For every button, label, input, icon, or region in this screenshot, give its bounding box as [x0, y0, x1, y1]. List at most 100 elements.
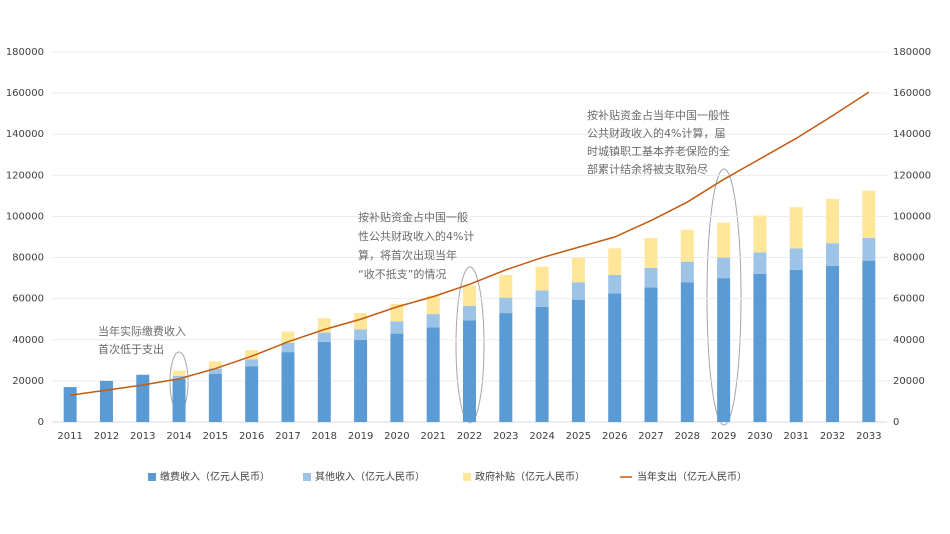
bar — [354, 313, 368, 330]
annotation: 性公共财政收入的4%计 — [358, 229, 474, 243]
bar — [535, 290, 549, 307]
y-tick-label: 60000 — [12, 294, 44, 305]
x-tick-label: 2026 — [602, 431, 627, 442]
x-tick-label: 2020 — [384, 431, 409, 442]
y2-tick-label: 100000 — [893, 211, 931, 222]
bar — [354, 339, 368, 422]
y2-tick-label: 160000 — [893, 88, 931, 99]
y-tick-label: 80000 — [12, 253, 44, 264]
y-tick-label: 160000 — [6, 88, 44, 99]
legend-swatch — [148, 473, 156, 481]
annotation: 按补贴资金占中国一般 — [358, 210, 468, 224]
bar — [717, 278, 731, 422]
bar — [753, 252, 767, 274]
x-tick-label: 2022 — [457, 431, 482, 442]
y2-tick-label: 0 — [893, 417, 899, 428]
bar — [535, 266, 549, 291]
bar — [644, 238, 658, 268]
x-tick-label: 2032 — [820, 431, 845, 442]
bar — [826, 243, 840, 266]
bar — [281, 331, 295, 343]
x-tick-label: 2019 — [348, 431, 373, 442]
bar — [571, 257, 585, 283]
x-tick-label: 2011 — [57, 431, 82, 442]
x-tick-label: 2024 — [529, 431, 554, 442]
y-tick-label: 40000 — [12, 335, 44, 346]
x-tick-label: 2013 — [130, 431, 155, 442]
bar — [789, 248, 803, 270]
bar — [317, 332, 331, 342]
y-tick-label: 120000 — [6, 170, 44, 181]
bar — [426, 314, 440, 328]
annotation: 当年实际缴费收入 — [98, 324, 186, 338]
bar — [208, 361, 222, 369]
annotation: 时城镇职工基本养老保险的全 — [587, 144, 730, 158]
annotation: 算，将首次出现当年 — [358, 248, 457, 262]
annotation: 公共财政收入的4%计算，届 — [587, 126, 725, 140]
y-tick-label: 140000 — [6, 129, 44, 140]
bar — [535, 306, 549, 422]
bar — [862, 190, 876, 239]
x-tick-label: 2018 — [312, 431, 337, 442]
bar — [717, 222, 731, 258]
bar — [608, 275, 622, 294]
bar — [571, 299, 585, 422]
bar — [172, 378, 186, 422]
bar — [826, 265, 840, 422]
bar — [644, 287, 658, 422]
x-tick-label: 2028 — [675, 431, 700, 442]
bar — [608, 248, 622, 276]
x-tick-label: 2016 — [239, 431, 264, 442]
legend-label: 缴费收入（亿元人民币） — [160, 470, 270, 483]
highlight-ellipse — [455, 266, 485, 424]
y2-tick-label: 140000 — [893, 129, 931, 140]
annotation: “收不抵支”的情况 — [358, 267, 446, 281]
bar — [245, 366, 259, 422]
y-tick-label: 180000 — [6, 47, 44, 58]
highlight-ellipse — [706, 168, 742, 426]
legend-swatch — [303, 473, 311, 481]
y-tick-label: 0 — [38, 417, 44, 428]
bar — [463, 320, 476, 422]
legend-label: 当年支出（亿元人民币） — [637, 470, 747, 483]
bar — [499, 275, 513, 298]
bar — [499, 297, 513, 314]
bar — [390, 321, 404, 334]
bar — [208, 373, 222, 422]
bar — [571, 282, 585, 300]
x-tick-label: 2029 — [711, 431, 736, 442]
y2-tick-label: 80000 — [893, 253, 925, 264]
bar — [281, 342, 295, 353]
legend-label: 政府补贴（亿元人民币） — [475, 470, 585, 483]
bar — [136, 374, 150, 422]
y2-tick-label: 180000 — [893, 47, 931, 58]
x-tick-label: 2033 — [856, 431, 881, 442]
y-tick-label: 20000 — [12, 376, 44, 387]
bar — [390, 333, 404, 422]
x-tick-label: 2023 — [493, 431, 518, 442]
bar — [354, 329, 368, 340]
bar — [499, 313, 513, 422]
x-tick-label: 2014 — [166, 431, 191, 442]
x-tick-label: 2025 — [566, 431, 591, 442]
bar — [862, 260, 876, 422]
bar — [680, 282, 694, 422]
bar — [862, 238, 876, 261]
x-tick-label: 2030 — [747, 431, 772, 442]
bar — [680, 261, 694, 283]
bar — [463, 305, 476, 321]
bar — [245, 359, 259, 367]
annotation: 按补贴资金占当年中国一般性 — [587, 108, 730, 122]
bar — [172, 370, 186, 376]
x-tick-label: 2012 — [94, 431, 119, 442]
bar — [426, 295, 440, 315]
bar — [281, 352, 295, 422]
x-tick-label: 2021 — [420, 431, 445, 442]
y2-tick-label: 40000 — [893, 335, 925, 346]
x-tick-label: 2017 — [275, 431, 300, 442]
bar — [317, 341, 331, 422]
bar — [608, 293, 622, 422]
annotation: 部累计结余将被支取殆尽 — [587, 162, 708, 176]
legend-label: 其他收入（亿元人民币） — [315, 470, 425, 483]
